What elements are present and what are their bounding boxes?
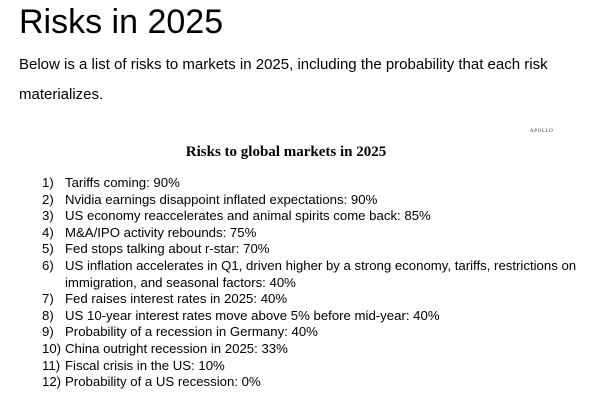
list-item-number: 3) [42, 208, 54, 224]
list-item-number: 1) [42, 175, 54, 190]
list-item: 10) China outright recession in 2025: 33… [42, 341, 582, 358]
list-item-number: 6) [42, 257, 54, 273]
list-item: 12) Probability of a US recession: 0% [42, 374, 582, 391]
list-item-number: 2) [42, 191, 54, 207]
list-item-text: Fed raises interest rates in 2025: 40% [65, 291, 288, 307]
list-item: 4) M&A/IPO activity rebounds: 75% [42, 225, 582, 242]
list-item-number: 10) [42, 340, 62, 356]
list-item-text: Tariffs coming: 90% [65, 175, 180, 190]
list-item: 11) Fiscal crisis in the US: 10% [42, 358, 582, 375]
intro-paragraph: Below is a list of risks to markets in 2… [19, 56, 548, 103]
list-item-text: China outright recession in 2025: 33% [65, 340, 288, 356]
list-item-text: Probability of a US recession: 0% [65, 374, 261, 390]
list-item-number: 7) [42, 291, 54, 307]
list-item-text: US inflation accelerates in Q1, driven h… [65, 257, 577, 290]
list-item: 9) Probability of a recession in Germany… [42, 324, 582, 341]
list-item-text: US economy reaccelerates and animal spir… [65, 208, 431, 224]
figure-title: Risks to global markets in 2025 [185, 144, 387, 160]
list-item-number: 12) [42, 374, 62, 390]
list-item: 2) Nvidia earnings disappoint inflated e… [42, 192, 582, 209]
risk-list: 1) Tariffs coming: 90% 2) Nvidia earning… [42, 175, 582, 391]
list-item: 6) US inflation accelerates in Q1, drive… [42, 258, 582, 291]
list-item: 5) Fed stops talking about r-star: 70% [42, 241, 582, 258]
list-item-number: 5) [42, 241, 54, 257]
page-title: Risks in 2025 [19, 3, 224, 41]
list-item: 3) US economy reaccelerates and animal s… [42, 208, 582, 225]
list-item-text: Fed stops talking about r-star: 70% [65, 241, 270, 257]
list-item: 1) Tariffs coming: 90% [42, 175, 582, 192]
list-item-text: Probability of a recession in Germany: 4… [65, 324, 318, 340]
risks-figure: APOLLO Risks to global markets in 2025 1… [0, 125, 600, 404]
list-item-text: M&A/IPO activity rebounds: 75% [65, 224, 257, 240]
list-item-number: 9) [42, 324, 54, 340]
list-item-number: 8) [42, 307, 54, 323]
list-item-number: 4) [42, 224, 54, 240]
list-item: 7) Fed raises interest rates in 2025: 40… [42, 291, 582, 308]
list-item-number: 11) [42, 357, 61, 373]
brand-logo: APOLLO [530, 129, 554, 134]
list-item-text: Nvidia earnings disappoint inflated expe… [65, 191, 378, 207]
list-item-text: Fiscal crisis in the US: 10% [65, 357, 225, 373]
list-item-text: US 10-year interest rates move above 5% … [65, 307, 440, 323]
list-item: 8) US 10-year interest rates move above … [42, 308, 582, 325]
